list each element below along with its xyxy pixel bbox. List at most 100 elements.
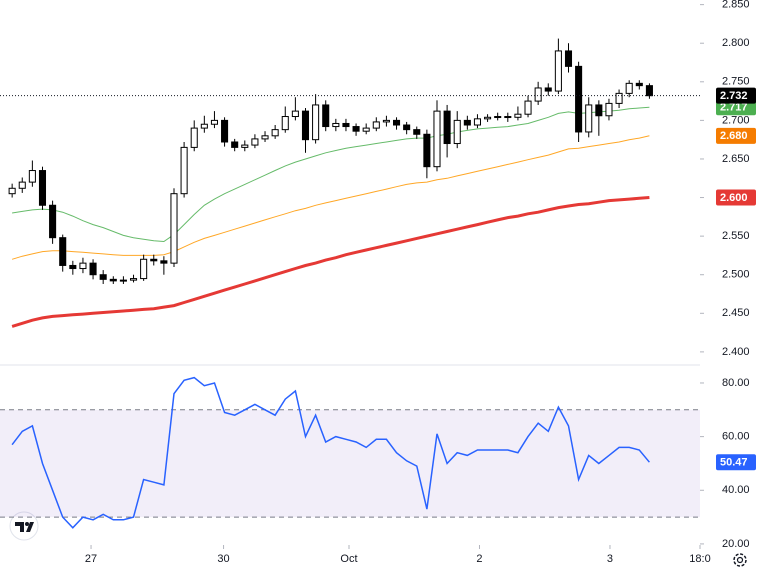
candle-body <box>392 119 401 126</box>
candle-body <box>504 116 512 119</box>
candle-body <box>554 50 562 92</box>
y-tick-label: 2.800 <box>722 37 750 49</box>
candle-body <box>150 258 158 262</box>
candle-body <box>28 170 36 183</box>
candle-body <box>352 126 360 132</box>
y-tick-label: 60.00 <box>722 431 750 443</box>
candle-body <box>615 92 623 104</box>
y-tick-label: 2.700 <box>722 114 750 126</box>
y-tick-label: 2.450 <box>722 307 750 319</box>
candle-body <box>89 262 97 276</box>
price-label <box>716 127 756 144</box>
candle-body <box>322 104 330 128</box>
candle-body <box>585 104 593 133</box>
x-tick-label: 30 <box>217 553 229 565</box>
y-tick-label: 2.500 <box>722 269 750 281</box>
candle-body <box>413 129 421 135</box>
candle-body <box>49 204 57 239</box>
price-label <box>716 87 756 104</box>
candle-body <box>332 122 340 128</box>
candle-body <box>362 127 370 132</box>
candle-body <box>18 181 26 189</box>
y-tick-label: 80.00 <box>722 377 750 389</box>
candle-body <box>241 144 249 148</box>
moving-average <box>11 196 650 328</box>
candle-body <box>575 65 583 133</box>
candle-body <box>605 102 613 117</box>
price-label-text: 2.717 <box>720 102 748 114</box>
candle-body <box>291 110 299 118</box>
candle-body <box>59 237 67 266</box>
y-tick-label: 20.00 <box>722 538 750 550</box>
candle-body <box>433 110 441 168</box>
candle-body <box>301 110 310 141</box>
price-label-text: 2.600 <box>720 192 748 204</box>
candle-body <box>69 264 77 270</box>
candle-body <box>544 87 552 92</box>
candle-body <box>645 85 653 97</box>
candle-body <box>281 116 289 131</box>
candle-body <box>99 274 107 280</box>
candle-body <box>79 262 87 270</box>
candle-body <box>190 127 198 148</box>
price-label <box>716 454 756 471</box>
tradingview-logo <box>9 511 39 541</box>
x-tick-label: 2 <box>476 553 482 565</box>
moving-average <box>12 106 650 243</box>
candle-body <box>210 119 218 125</box>
rsi-band <box>0 409 700 518</box>
y-tick-label: 2.400 <box>722 346 750 358</box>
candle-body <box>160 260 168 264</box>
candle-body <box>524 100 532 115</box>
settings-icon[interactable] <box>733 553 747 567</box>
x-tick-label: 27 <box>85 553 97 565</box>
candle-body <box>443 110 451 145</box>
x-tick-label: Oct <box>340 553 357 565</box>
candle-body <box>453 119 461 145</box>
candle-body <box>231 141 239 148</box>
y-tick-label: 2.550 <box>722 230 750 242</box>
candle-body <box>635 82 643 87</box>
candle-body <box>625 82 633 94</box>
price-label <box>716 189 756 206</box>
y-tick-label: 2.850 <box>722 0 750 11</box>
candle-body <box>129 278 138 281</box>
candle-body <box>564 50 573 67</box>
candle-body <box>251 138 259 146</box>
candle-body <box>200 123 208 129</box>
rsi-line <box>11 376 650 529</box>
candle-body <box>403 124 411 131</box>
x-tick-label: 18:0 <box>689 553 710 565</box>
candle-body <box>261 135 269 140</box>
candle-body <box>534 87 542 102</box>
price-label-text: 2.680 <box>720 130 748 142</box>
price-label-text: 2.732 <box>720 90 748 102</box>
candle-body <box>271 129 279 137</box>
candle-body <box>342 122 350 128</box>
candle-body <box>109 278 117 282</box>
candle-body <box>463 119 471 126</box>
candle-body <box>140 258 148 280</box>
y-tick-label: 2.750 <box>722 76 750 88</box>
moving-average <box>11 135 650 260</box>
candle-body <box>372 121 380 129</box>
candle-body <box>514 113 522 118</box>
candle-body <box>8 187 16 195</box>
y-tick-label: 2.650 <box>722 153 750 165</box>
candle-body <box>484 116 492 120</box>
candle-body <box>494 116 502 119</box>
candle-body <box>221 119 229 143</box>
candle-body <box>595 104 603 117</box>
candle-body <box>170 193 178 264</box>
candle-body <box>180 146 188 195</box>
candle-body <box>119 279 127 282</box>
candle-body <box>38 170 47 206</box>
x-tick-label: 3 <box>607 553 613 565</box>
y-tick-label: 40.00 <box>722 484 750 496</box>
candle-body <box>473 118 481 126</box>
candle-body <box>312 104 320 141</box>
price-label-text: 50.47 <box>720 457 748 469</box>
candle-body <box>382 119 390 123</box>
candle-body <box>423 133 431 168</box>
